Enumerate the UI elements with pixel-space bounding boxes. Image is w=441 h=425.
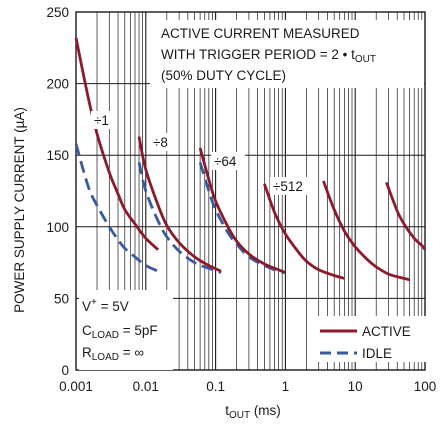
x-tick-label: 1: [282, 379, 290, 394]
condition-load-capacitance: CLOAD = 5pF: [82, 323, 158, 341]
series-line-active-div8: [137, 136, 222, 273]
series-line-active-div512: [263, 183, 345, 280]
y-tick-label: 100: [46, 220, 69, 235]
y-tick-labels: 0 50 100 150 200 250: [46, 5, 69, 378]
div512-label-background: [270, 177, 314, 195]
plot-border: [75, 11, 426, 371]
series-line-idle-div64: [198, 161, 286, 274]
y-tick-label: 200: [46, 77, 69, 92]
conditions-annotation-background: [79, 290, 173, 370]
annotation-header-line2: WITH TRIGGER PERIOD = 2 • tOUT: [161, 47, 376, 65]
div8-label-background: [150, 133, 176, 151]
y-tick-label: 150: [46, 148, 69, 163]
y-axis-label: POWER SUPPLY CURRENT (µA): [12, 107, 27, 313]
label-div512: ÷512: [273, 179, 303, 194]
series-line-active-div1: [74, 37, 160, 251]
series-line-active-div4096: [322, 180, 410, 282]
x-tick-label: 10: [348, 379, 363, 394]
x-axis-label: tOUT (ms): [225, 403, 281, 421]
div1-label-background: [91, 111, 117, 129]
x-tick-labels: 0.001 0.01 0.1 1 10 100: [59, 379, 436, 394]
legend-idle-label: IDLE: [362, 346, 392, 361]
annotation-header-line1: ACTIVE CURRENT MEASURED: [161, 26, 360, 41]
condition-supply-voltage: V+ = 5V: [82, 297, 129, 314]
annotation-header-line3: (50% DUTY CYCLE): [161, 68, 286, 83]
x-tick-label: 0.01: [133, 379, 159, 394]
y-tick-label: 250: [46, 5, 69, 20]
header-annotation-background: [150, 20, 424, 88]
series-line-idle-div8: [137, 162, 222, 274]
legend-active-label: ACTIVE: [362, 324, 411, 339]
series-line-active-div64: [198, 147, 286, 274]
label-div8: ÷8: [153, 135, 168, 150]
x-tick-label: 0.001: [59, 379, 93, 394]
condition-load-resistance: RLOAD = ∞: [82, 345, 144, 363]
y-tick-label: 0: [61, 363, 69, 378]
series-layer: [74, 37, 427, 282]
div64-label-background: [211, 152, 245, 170]
x-tick-label: 0.1: [206, 379, 225, 394]
y-tick-label: 50: [54, 291, 69, 306]
label-div1: ÷1: [94, 113, 109, 128]
series-line-active-div32768: [385, 181, 427, 251]
label-div64: ÷64: [214, 154, 237, 169]
plot-frame: [75, 11, 426, 371]
legend-background: [316, 316, 426, 362]
legend: ACTIVE IDLE: [320, 324, 411, 361]
x-tick-label: 100: [414, 379, 437, 394]
